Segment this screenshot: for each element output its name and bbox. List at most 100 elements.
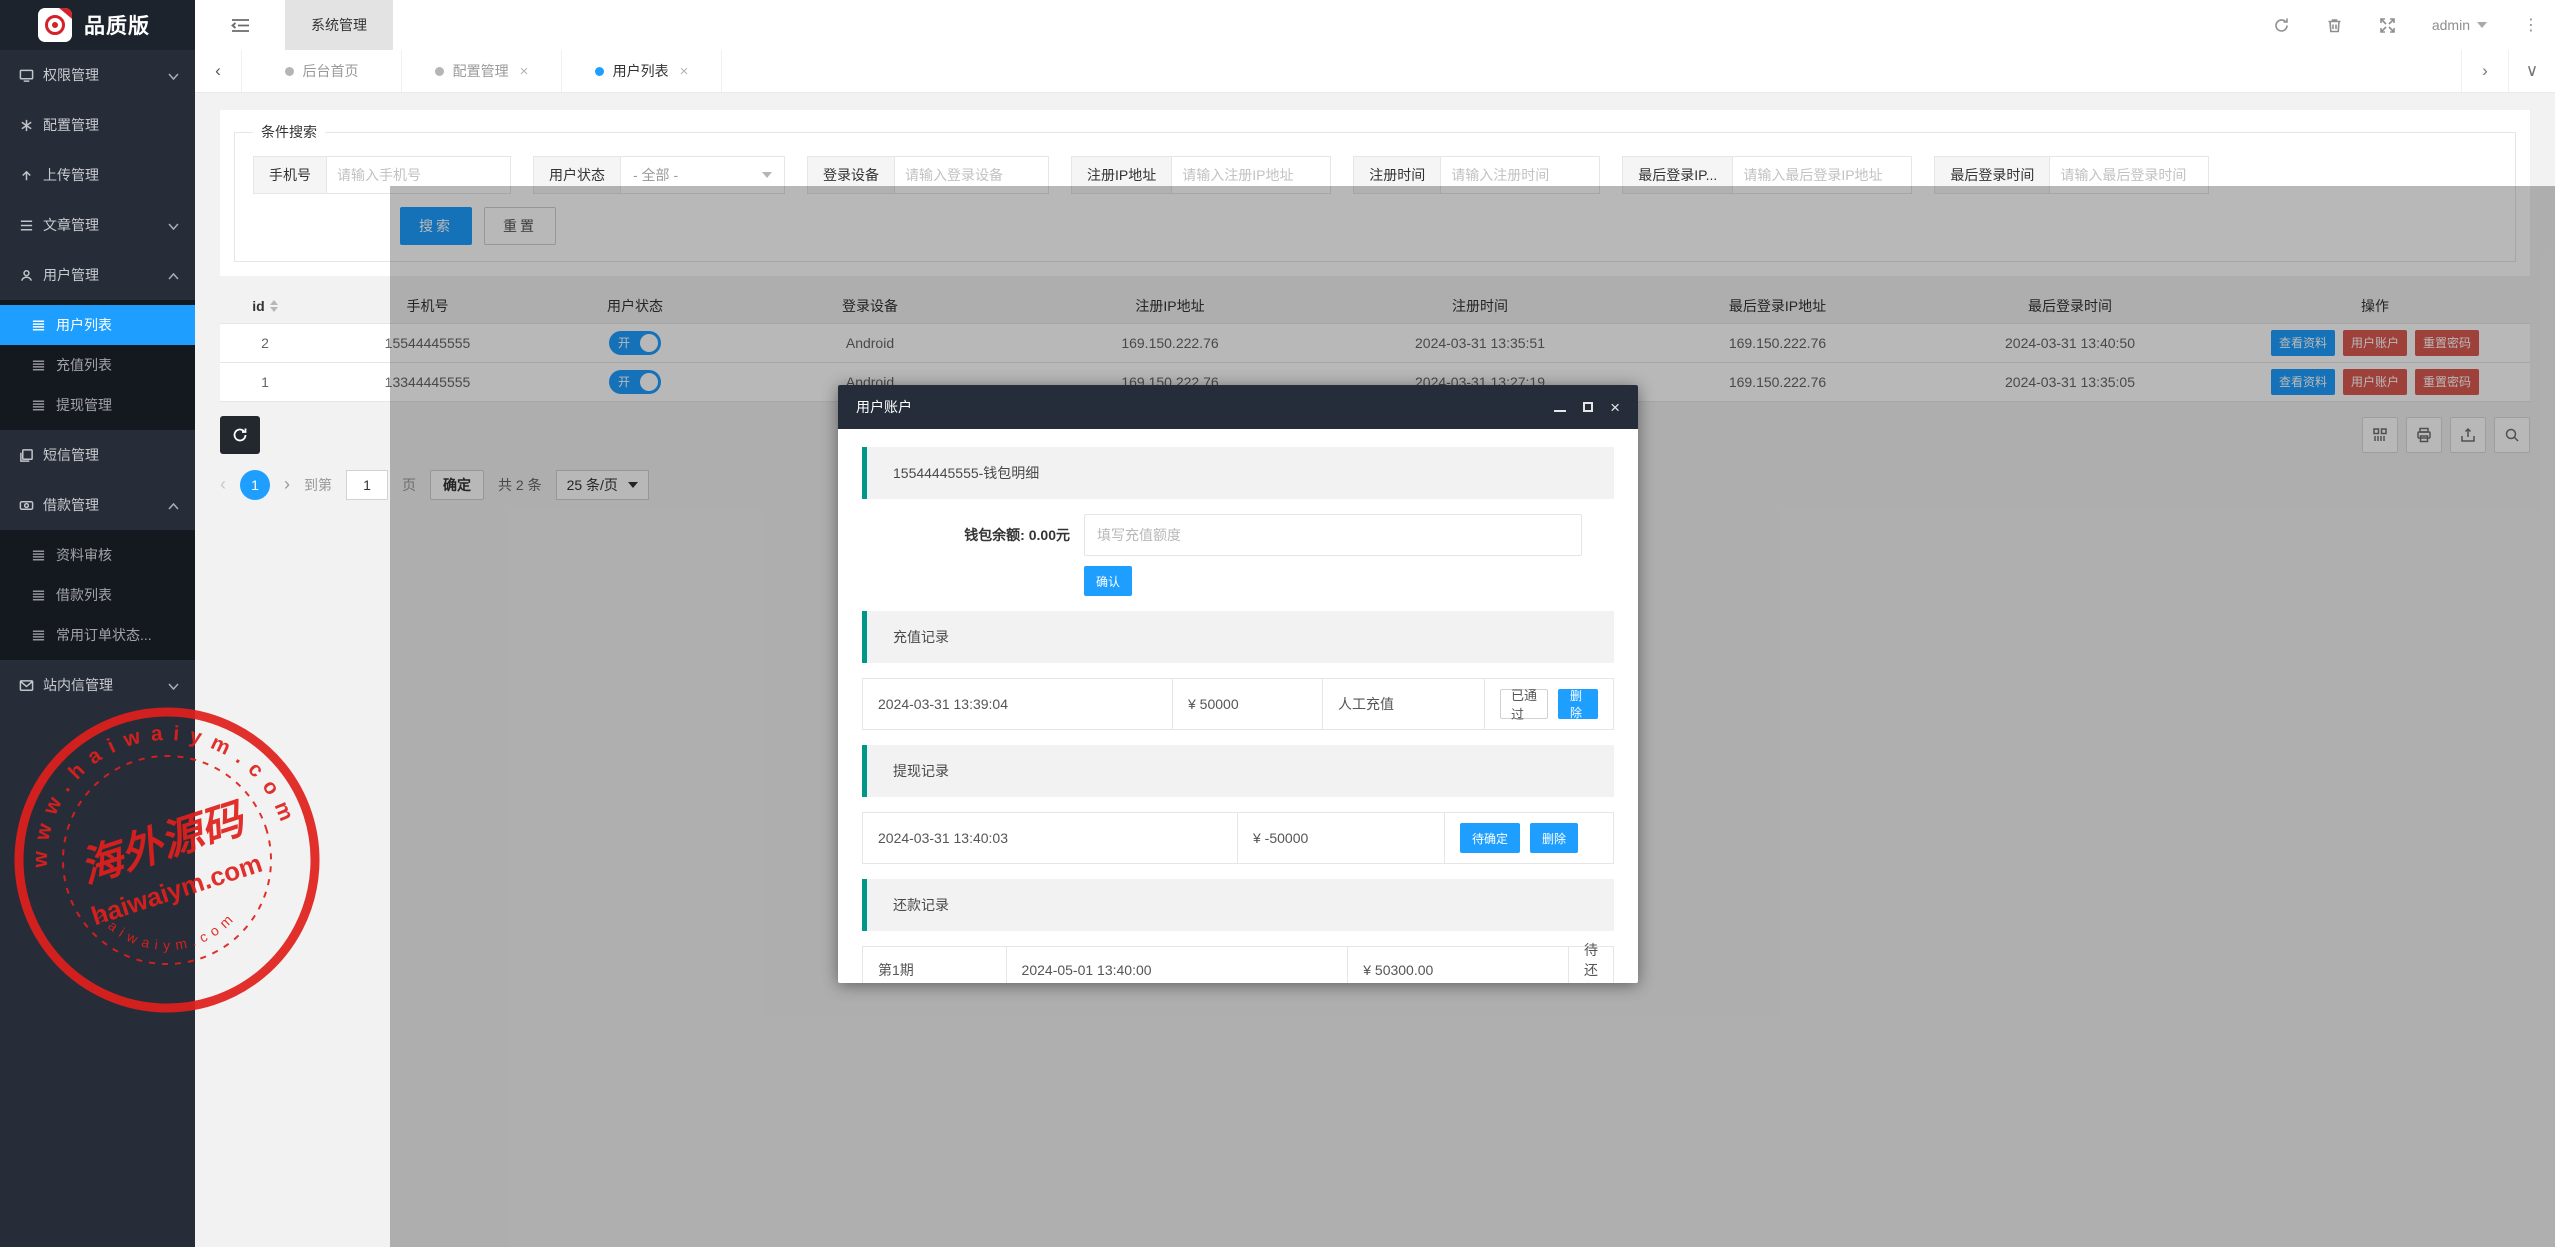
sidebar-item-recharge-list[interactable]: 充值列表	[0, 345, 195, 385]
phone-input[interactable]	[326, 156, 511, 194]
print-icon[interactable]	[2406, 416, 2442, 453]
tab-home[interactable]: 后台首页	[242, 50, 402, 92]
search-button[interactable]: 搜索	[400, 207, 472, 245]
export-icon[interactable]	[2450, 416, 2486, 453]
search-panel: 条件搜索 手机号 用户状态 - 全部 - 登录设备	[220, 110, 2530, 276]
user-account-button[interactable]: 用户账户	[2342, 368, 2407, 395]
reg-ip-input[interactable]	[1171, 156, 1332, 194]
reset-password-button[interactable]: 重置密码	[2415, 368, 2480, 395]
content-pane: 条件搜索 手机号 用户状态 - 全部 - 登录设备	[195, 93, 2555, 1247]
reset-password-button[interactable]: 重置密码	[2415, 329, 2480, 356]
goto-confirm-button[interactable]: 确定	[430, 469, 484, 500]
select-caret-icon	[627, 481, 638, 488]
sidebar-item-order-status[interactable]: 常用订单状态...	[0, 615, 195, 655]
next-page-button[interactable]: ›	[284, 474, 290, 494]
delete-withdraw-button[interactable]: 删除	[1530, 823, 1579, 853]
sidebar-item-sms[interactable]: 短信管理	[0, 430, 195, 480]
user-status-select[interactable]: - 全部 -	[620, 156, 785, 194]
column-header-reg-time: 注册时间	[1325, 289, 1635, 324]
device-input[interactable]	[894, 156, 1049, 194]
chevron-down-icon	[168, 217, 179, 233]
sidebar: 品质版 权限管理 配置管理 上传管理 文章管理 用户管理	[0, 0, 195, 1247]
more-vertical-icon[interactable]: ⋮	[2523, 17, 2539, 34]
delete-recharge-button[interactable]: 删除	[1558, 689, 1598, 720]
tabs-more-icon[interactable]: ∨	[2508, 50, 2555, 92]
tab-close-icon[interactable]: ×	[519, 62, 529, 80]
total-count: 共 2 条	[498, 476, 542, 493]
column-header-id[interactable]: id	[252, 298, 278, 314]
minimize-icon[interactable]	[1554, 403, 1567, 412]
mail-icon	[18, 677, 34, 693]
user-account-modal: 用户账户 × 15544445555-钱包明细 钱包余额: 0.00元 确认 充…	[838, 385, 1638, 983]
list-icon	[30, 627, 46, 643]
modal-header[interactable]: 用户账户 ×	[838, 385, 1638, 429]
sidebar-item-permission[interactable]: 权限管理	[0, 50, 195, 100]
menu-collapse-icon[interactable]	[195, 0, 285, 50]
chevron-up-icon	[168, 497, 179, 513]
sidebar-item-user-mgmt[interactable]: 用户管理	[0, 250, 195, 300]
submenu-user-mgmt: 用户列表 充值列表 提现管理	[0, 300, 195, 430]
tab-user-list[interactable]: 用户列表 ×	[562, 50, 722, 92]
column-header-status: 用户状态	[545, 289, 725, 324]
current-page-button[interactable]: 1	[240, 469, 270, 500]
last-ip-input[interactable]	[1732, 156, 1913, 194]
fullscreen-icon[interactable]	[2379, 17, 2396, 34]
top-nav-system-mgmt[interactable]: 系统管理	[285, 0, 393, 50]
trash-icon[interactable]	[2326, 17, 2343, 34]
sidebar-item-loan-mgmt[interactable]: 借款管理	[0, 480, 195, 530]
reg-time-input[interactable]	[1440, 156, 1601, 194]
list-icon	[30, 547, 46, 563]
page-unit-label: 页	[402, 476, 416, 493]
user-menu[interactable]: admin	[2432, 17, 2487, 33]
maximize-icon[interactable]	[1583, 402, 1594, 412]
user-account-button[interactable]: 用户账户	[2342, 329, 2407, 356]
monitor-icon	[18, 67, 34, 83]
table-toolbar	[2362, 416, 2530, 453]
tab-config[interactable]: 配置管理 ×	[402, 50, 562, 92]
reset-button[interactable]: 重置	[484, 207, 556, 245]
goto-page-input[interactable]	[346, 469, 388, 500]
last-time-input[interactable]	[2049, 156, 2210, 194]
page-size-select[interactable]: 25 条/页	[555, 469, 649, 500]
refresh-icon[interactable]	[2273, 17, 2290, 34]
sidebar-item-data-review[interactable]: 资料审核	[0, 535, 195, 575]
column-toggle-icon[interactable]	[2362, 416, 2398, 453]
tabs-scroll-left[interactable]: ‹	[195, 50, 242, 92]
list-icon	[18, 217, 34, 233]
search-icon[interactable]	[2494, 416, 2530, 453]
tab-dot	[594, 66, 604, 76]
sidebar-item-upload[interactable]: 上传管理	[0, 150, 195, 200]
sidebar-item-config[interactable]: 配置管理	[0, 100, 195, 150]
close-icon[interactable]: ×	[1610, 397, 1620, 417]
repay-section-header: 还款记录	[862, 879, 1614, 931]
sidebar-item-article[interactable]: 文章管理	[0, 200, 195, 250]
confirm-recharge-button[interactable]: 确认	[1084, 566, 1133, 596]
view-profile-button[interactable]: 查看资料	[2270, 368, 2335, 395]
sidebar-item-user-list[interactable]: 用户列表	[0, 305, 195, 345]
sort-icon[interactable]	[269, 299, 278, 312]
tabs-scroll-right[interactable]: ›	[2461, 50, 2508, 92]
filter-reg-time: 注册时间	[1353, 156, 1601, 194]
sidebar-item-site-mail[interactable]: 站内信管理	[0, 660, 195, 710]
column-header-last-time: 最后登录时间	[1920, 289, 2220, 324]
brand-logo-icon	[38, 8, 72, 42]
view-profile-button[interactable]: 查看资料	[2270, 329, 2335, 356]
chevron-down-icon	[168, 677, 179, 693]
tab-close-icon[interactable]: ×	[679, 62, 689, 80]
sidebar-item-loan-list[interactable]: 借款列表	[0, 575, 195, 615]
status-toggle[interactable]: 开	[609, 369, 661, 394]
upload-icon	[18, 167, 34, 183]
table-refresh-button[interactable]	[220, 415, 260, 454]
loan-icon	[18, 497, 34, 513]
recharge-status-button[interactable]: 已通过	[1500, 688, 1548, 722]
sidebar-item-withdraw-mgmt[interactable]: 提现管理	[0, 385, 195, 425]
modal-title: 用户账户	[856, 399, 912, 415]
withdraw-amount: ¥ -50000	[1238, 813, 1445, 863]
withdraw-status-button[interactable]: 待确定	[1460, 823, 1521, 853]
filter-last-time: 最后登录时间	[1934, 156, 2210, 194]
prev-page-button[interactable]: ‹	[220, 474, 226, 494]
status-toggle[interactable]: 开	[609, 330, 661, 355]
list-icon	[30, 317, 46, 333]
recharge-amount-input[interactable]	[1084, 514, 1582, 556]
filter-device: 登录设备	[807, 156, 1049, 194]
